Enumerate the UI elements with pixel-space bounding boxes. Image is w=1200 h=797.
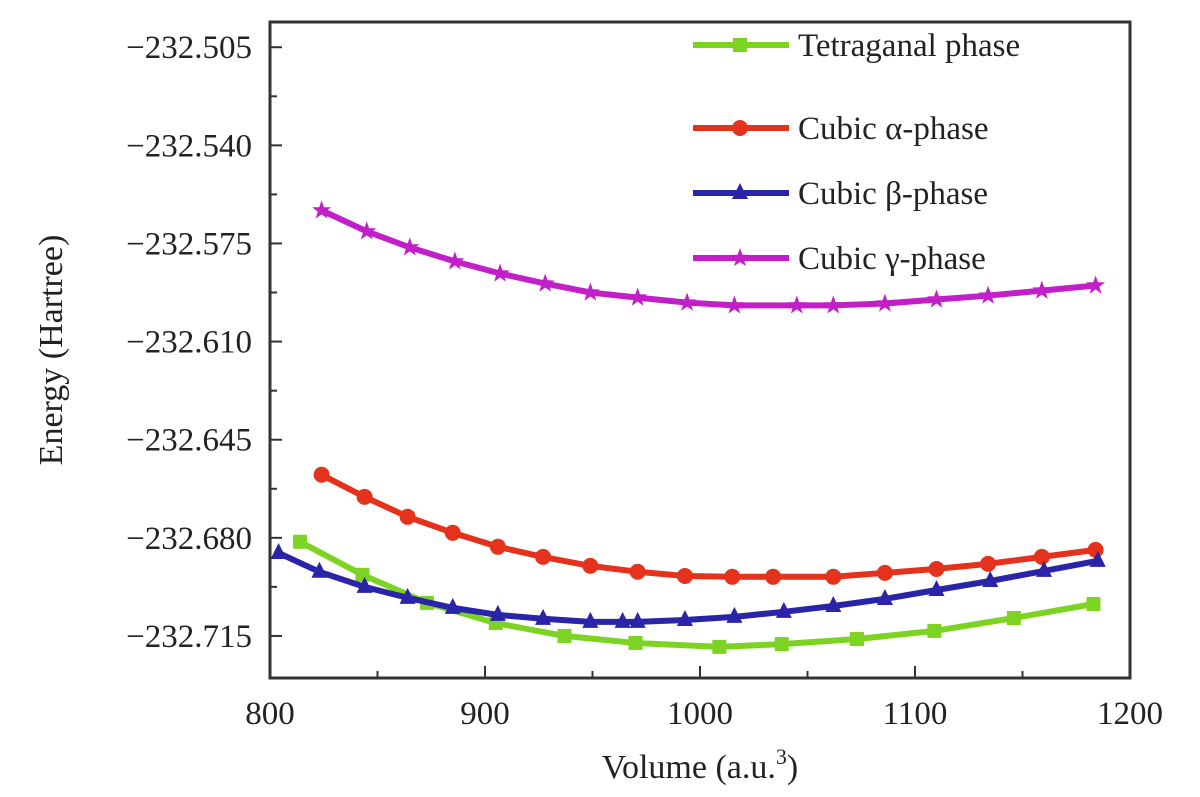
circle-marker [765, 568, 782, 585]
square-marker [1006, 611, 1021, 626]
star-marker [1032, 280, 1052, 299]
series-line [298, 539, 1095, 650]
circle-marker [732, 120, 748, 136]
triangle-marker [876, 588, 893, 605]
circle-marker [356, 488, 373, 505]
circle-marker [444, 524, 461, 541]
triangle-marker [614, 611, 631, 628]
square-marker [774, 637, 789, 652]
y-tick-label: −232.610 [126, 325, 252, 361]
star-marker [978, 285, 998, 304]
square-marker [628, 635, 643, 650]
circle-marker [676, 567, 693, 584]
series-line [320, 472, 1096, 580]
triangle-marker [982, 571, 999, 588]
plot-frame [268, 20, 1132, 680]
circle-marker [928, 560, 945, 577]
series-square [293, 534, 1101, 654]
square-marker [557, 628, 572, 643]
circle-marker [399, 508, 416, 525]
circle-marker [825, 568, 842, 585]
star-marker [535, 273, 555, 292]
star-marker [1086, 275, 1106, 294]
star-marker [724, 295, 744, 314]
star-marker [730, 248, 750, 267]
star-marker [357, 221, 377, 240]
triangle-marker [535, 608, 552, 625]
star-marker [445, 251, 465, 270]
circle-marker [629, 563, 646, 580]
triangle-marker [726, 606, 743, 623]
star-marker [580, 282, 600, 301]
y-tick-label: −232.540 [126, 128, 252, 164]
y-tick-label: −232.505 [126, 30, 252, 66]
triangle-marker [775, 601, 792, 618]
circle-marker [980, 555, 997, 572]
square-marker [1086, 596, 1101, 611]
legend-label: Cubic γ-phase [798, 241, 986, 277]
circle-marker [1033, 548, 1050, 565]
legend-item: Cubic γ-phase [693, 241, 986, 277]
circle-marker [489, 538, 506, 555]
series-circle [313, 466, 1104, 585]
triangle-marker [399, 587, 416, 604]
legend-item: Cubic α-phase [693, 111, 989, 147]
circle-marker [1087, 541, 1104, 558]
square-marker [849, 632, 864, 647]
triangle-marker [1036, 560, 1052, 577]
x-tick-label: 1000 [667, 696, 733, 732]
series-star [312, 200, 1106, 314]
x-tick-label: 1100 [883, 696, 948, 732]
circle-marker [724, 568, 741, 585]
square-marker [927, 623, 942, 638]
circle-marker [535, 548, 552, 565]
series-triangle [270, 542, 1106, 628]
y-tick-label: −232.645 [126, 423, 252, 459]
star-marker [927, 289, 946, 308]
x-tick-label: 900 [460, 696, 510, 732]
circle-marker [582, 557, 599, 574]
y-tick-label: −232.575 [126, 226, 252, 262]
star-marker [875, 293, 895, 312]
star-marker [823, 295, 843, 314]
triangle-marker [825, 595, 842, 612]
legend-item: Tetraganal phase [693, 28, 1020, 64]
star-marker [787, 295, 807, 314]
triangle-marker [444, 597, 461, 614]
triangle-marker [582, 611, 599, 628]
x-tick-label: 1200 [1097, 696, 1163, 732]
square-marker [355, 567, 370, 582]
legend-label: Cubic β-phase [798, 176, 988, 212]
triangle-marker [676, 609, 693, 626]
legend-label: Tetraganal phase [798, 28, 1020, 64]
star-marker [490, 263, 510, 282]
star-marker [312, 200, 332, 219]
y-tick-label: −232.715 [126, 619, 252, 655]
triangle-marker [732, 183, 748, 199]
star-marker [400, 237, 420, 256]
circle-marker [876, 564, 893, 581]
triangle-marker [928, 579, 945, 596]
triangle-marker [311, 561, 328, 578]
circle-marker [313, 466, 330, 483]
x-tick-label: 800 [245, 696, 295, 732]
triangle-marker [270, 542, 287, 559]
triangle-marker [1089, 550, 1106, 567]
square-marker [733, 38, 747, 52]
triangle-marker [629, 611, 646, 628]
square-marker [712, 639, 727, 654]
x-axis-label: Volume (a.u.3) [602, 744, 798, 786]
star-marker [677, 292, 697, 311]
triangle-marker [489, 604, 506, 621]
legend-label: Cubic α-phase [798, 111, 989, 147]
square-marker [293, 534, 308, 549]
y-axis-label: Energy (Hartree) [33, 235, 70, 466]
star-marker [628, 287, 648, 306]
y-tick-label: −232.680 [126, 521, 252, 557]
triangle-marker [356, 576, 373, 593]
legend-item: Cubic β-phase [693, 176, 988, 212]
